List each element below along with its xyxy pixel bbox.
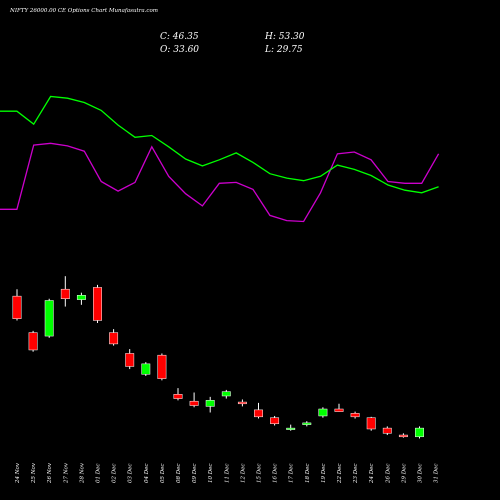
date-tick-label: 04 Dec [144,464,150,484]
green-indicator-line [0,95,439,194]
candle [28,330,38,352]
candle-body [28,332,38,351]
candle-body [366,417,376,430]
candle [415,426,424,439]
candle-body [205,400,215,407]
date-tick-label: 26 Dec [385,464,391,485]
date-tick-label: 22 Dec [337,464,343,485]
date-tick-label: 27 Nov [63,462,69,484]
candle-body [286,427,296,430]
candle [173,388,183,401]
candle-body [254,409,263,418]
open-value: O: 33.60 [160,45,199,55]
candle [12,289,22,321]
candle-body [109,332,119,345]
candle [334,403,344,412]
candle [109,329,119,346]
candle [366,416,376,431]
candle-body [382,427,392,434]
candle-body [221,391,231,397]
candle-body [237,401,247,405]
candle-body [44,300,54,337]
candle-body [76,295,86,300]
candle [350,411,360,419]
candle-body [415,427,424,438]
candle [270,415,280,426]
date-tick-label: 05 Dec [160,464,166,484]
date-tick-label: 01 Dec [96,464,102,484]
date-tick-label: 24 Dec [369,464,375,485]
candle [221,389,231,399]
date-tick-label: 16 Dec [273,464,279,484]
candle [44,298,54,338]
candles [12,276,424,439]
candle [318,407,328,418]
date-tick-label: 28 Nov [79,462,85,484]
candle [382,426,392,436]
date-tick-label: 08 Dec [176,464,182,484]
date-tick-label: 25 Nov [31,462,37,484]
candle-body [173,394,183,399]
date-axis: 24 Nov 25 Nov 26 Nov 27 Nov 28 Nov 01 Dec 02 D… [15,462,440,484]
date-tick-label: 23 Dec [353,464,359,485]
candle [302,421,312,427]
close-value: C: 46.35 [160,32,199,42]
candle [60,276,70,307]
date-tick-label: 03 Dec [128,464,134,484]
date-tick-label: 31 Dec [434,464,440,484]
indicator-lines [0,95,440,223]
high-value: H: 53.30 [264,32,305,42]
date-tick-label: 15 Dec [257,464,263,484]
date-tick-label: 19 Dec [321,464,327,484]
candle [286,424,296,431]
candle [93,284,102,324]
candle-body [334,408,344,412]
date-tick-label: 24 Nov [15,462,21,484]
candle [125,349,135,370]
candle-body [398,434,408,438]
date-tick-label: 30 Dec [418,464,424,484]
date-tick-label: 10 Dec [208,464,214,484]
candle-body [189,400,199,406]
date-tick-label: 02 Dec [112,464,118,484]
candle [141,362,151,377]
date-tick-label: 12 Dec [240,464,246,484]
candle-body [302,422,312,425]
candle-body [60,288,70,300]
date-tick-label: 29 Dec [401,464,407,485]
candle-body [141,363,151,375]
chart-title: NIFTY 26000.00 CE Options Chart Munafasu… [9,8,158,14]
magenta-indicator-line [0,142,440,223]
candle-body [125,353,135,367]
candle-body [318,408,328,417]
candle [237,399,247,407]
candle [205,396,215,413]
date-tick-label: 17 Dec [289,464,295,484]
candle [157,353,167,381]
date-tick-label: 09 Dec [192,464,198,484]
date-tick-label: 26 Nov [47,462,53,484]
low-value: L: 29.75 [264,45,303,55]
candle [189,392,199,408]
candle-body [157,354,167,379]
date-tick-label: 11 Dec [224,464,230,484]
candle-body [93,287,102,321]
date-tick-label: 18 Dec [305,464,311,484]
candle [76,292,86,305]
candle-body [12,295,22,319]
candle-body [270,417,280,425]
candle-body [350,413,360,418]
candle [398,433,408,438]
candle [254,402,263,419]
